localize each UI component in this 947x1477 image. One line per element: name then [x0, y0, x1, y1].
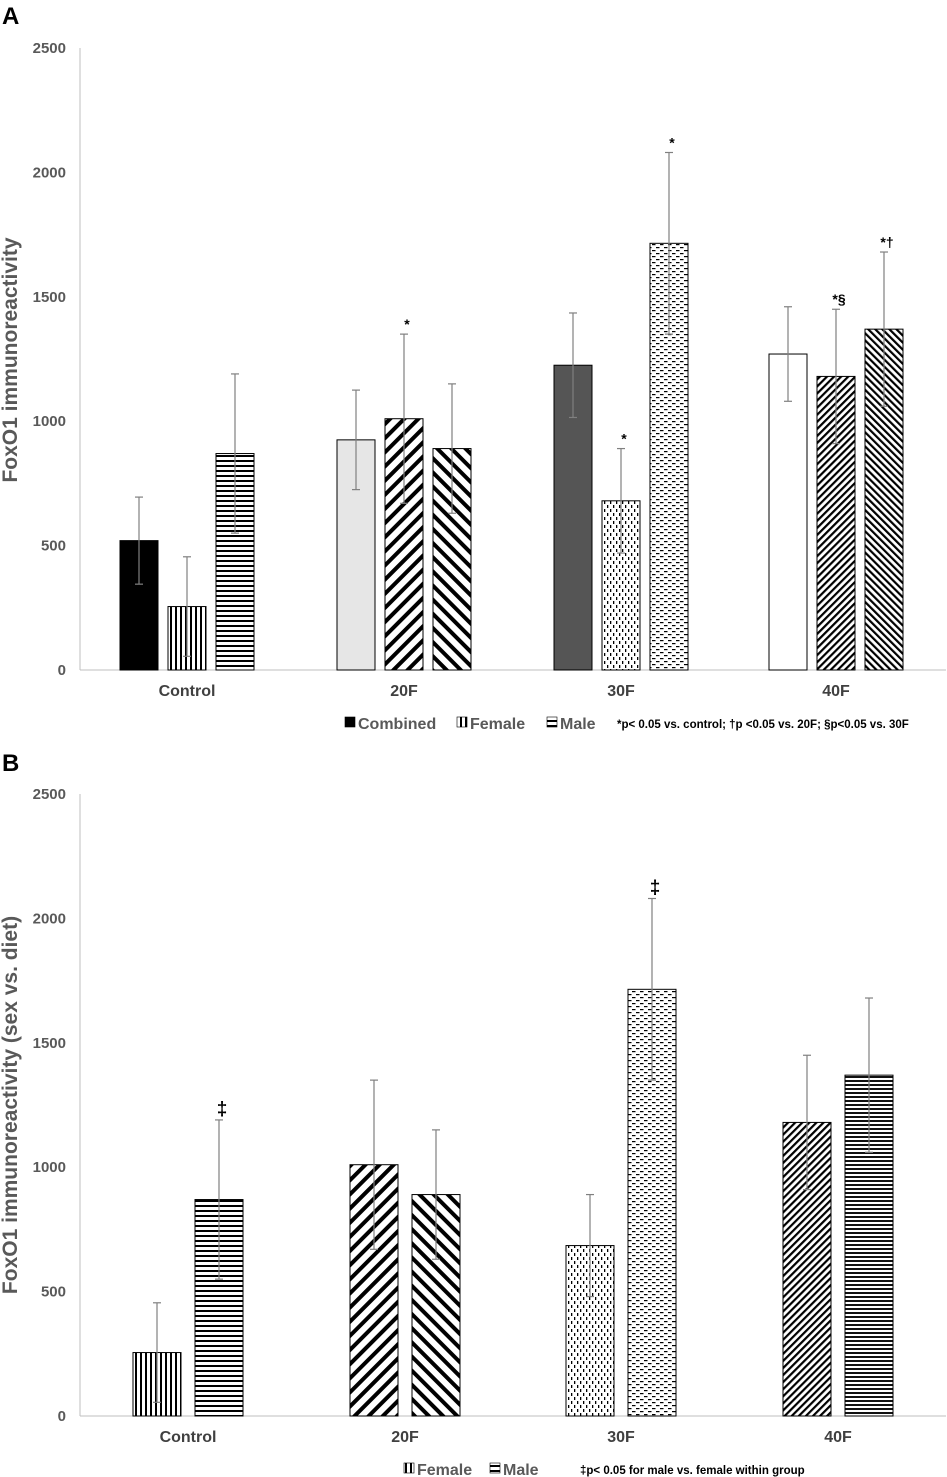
- y-tick-label: 1500: [33, 289, 66, 306]
- panel-b-significance-note: ‡p< 0.05 for male vs. female within grou…: [580, 1465, 805, 1477]
- y-tick-label: 1000: [33, 413, 66, 430]
- significance-marker-40f-male: *†: [880, 234, 893, 250]
- legend-swatch-female: [403, 1462, 415, 1474]
- y-tick-label: 1000: [33, 1159, 66, 1176]
- chart-panel-a: 0 500 1000 1500 2000 2500 Control 20F 30F 40F * * * *…: [33, 40, 946, 700]
- legend-label-male: Male: [560, 716, 596, 733]
- significance-marker-30f-female: *: [621, 431, 627, 447]
- y-tick-label: 2500: [33, 40, 66, 57]
- legend-swatch-female: [456, 716, 468, 728]
- legend-label-male: Male: [503, 1462, 539, 1477]
- y-tick-label: 2000: [33, 164, 66, 181]
- x-tick-label-40f: 40F: [822, 683, 850, 700]
- bar-40f-combined: [768, 353, 808, 671]
- x-tick-label-30f: 30F: [607, 683, 635, 700]
- significance-marker-20f-female: *: [404, 316, 410, 332]
- significance-marker-control-male: ‡: [217, 1099, 228, 1120]
- panel-b-y-axis-title: FoxO1 immunoreactivity (sex vs. diet): [0, 916, 22, 1294]
- bar-20f-combined: [336, 439, 376, 671]
- x-tick-label-control: Control: [159, 683, 216, 700]
- legend-label-combined: Combined: [358, 716, 436, 733]
- y-tick-label: 500: [41, 538, 66, 555]
- significance-marker-30f-male: *: [669, 134, 675, 150]
- y-tick-label: 0: [58, 662, 66, 679]
- significance-marker-30f-male: ‡: [650, 877, 661, 898]
- legend-label-female: Female: [417, 1462, 472, 1477]
- panel-a-label: A: [2, 3, 19, 30]
- x-tick-label-20f: 20F: [390, 683, 418, 700]
- legend-label-female: Female: [470, 716, 525, 733]
- x-tick-label-30f: 30F: [607, 1429, 635, 1446]
- panel-a-legend: Combined Female Male: [344, 716, 596, 733]
- y-tick-label: 1500: [33, 1035, 66, 1052]
- x-tick-label-40f: 40F: [824, 1429, 852, 1446]
- legend-swatch-male: [489, 1462, 501, 1474]
- panel-a-significance-note: *p< 0.05 vs. control; †p <0.05 vs. 20F; …: [617, 719, 909, 731]
- chart-panel-b: 0 500 1000 1500 2000 2500 Control 20F 30F 40F ‡ ‡: [33, 786, 946, 1446]
- legend-swatch-combined: [344, 716, 356, 728]
- y-tick-label: 500: [41, 1284, 66, 1301]
- y-tick-label: 2000: [33, 910, 66, 927]
- x-tick-label-20f: 20F: [391, 1429, 419, 1446]
- panel-a-y-axis-title: FoxO1 immunoreactivity: [0, 237, 22, 482]
- x-tick-label-control: Control: [160, 1429, 217, 1446]
- panel-b-legend: Female Male: [403, 1462, 539, 1477]
- significance-marker-40f-female: *§: [832, 291, 845, 307]
- legend-swatch-male: [546, 716, 558, 728]
- panel-b-label: B: [2, 750, 19, 777]
- y-tick-label: 0: [58, 1408, 66, 1425]
- y-tick-label: 2500: [33, 786, 66, 803]
